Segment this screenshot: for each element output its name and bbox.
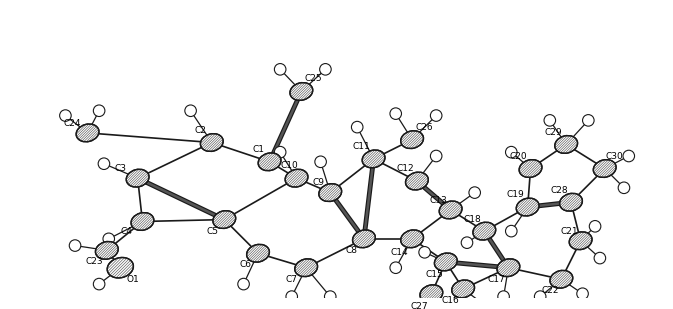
Text: C24: C24 bbox=[63, 119, 81, 128]
Ellipse shape bbox=[213, 211, 236, 228]
Text: C9: C9 bbox=[313, 179, 324, 188]
Ellipse shape bbox=[286, 291, 297, 303]
Ellipse shape bbox=[534, 291, 546, 303]
Ellipse shape bbox=[324, 291, 336, 303]
Text: C7: C7 bbox=[286, 275, 297, 284]
Ellipse shape bbox=[69, 240, 81, 251]
Ellipse shape bbox=[550, 270, 573, 288]
Ellipse shape bbox=[76, 124, 99, 142]
Ellipse shape bbox=[498, 291, 509, 303]
Text: C27: C27 bbox=[410, 302, 427, 309]
Text: C14: C14 bbox=[391, 248, 409, 257]
Ellipse shape bbox=[445, 307, 456, 309]
Text: C28: C28 bbox=[551, 186, 568, 195]
Text: C5: C5 bbox=[207, 226, 219, 236]
Ellipse shape bbox=[94, 105, 105, 116]
Ellipse shape bbox=[473, 222, 496, 240]
Ellipse shape bbox=[98, 158, 110, 170]
Text: C8: C8 bbox=[345, 246, 357, 255]
Ellipse shape bbox=[290, 83, 313, 100]
Ellipse shape bbox=[127, 169, 149, 187]
Ellipse shape bbox=[185, 105, 197, 116]
Ellipse shape bbox=[434, 253, 457, 271]
Ellipse shape bbox=[275, 146, 286, 158]
Ellipse shape bbox=[351, 121, 363, 133]
Ellipse shape bbox=[60, 110, 71, 121]
Ellipse shape bbox=[409, 307, 421, 309]
Text: C29: C29 bbox=[545, 129, 563, 138]
Ellipse shape bbox=[94, 278, 105, 290]
Ellipse shape bbox=[583, 115, 594, 126]
Ellipse shape bbox=[594, 252, 606, 264]
Text: C12: C12 bbox=[396, 164, 414, 173]
Ellipse shape bbox=[258, 153, 281, 171]
Text: C21: C21 bbox=[560, 226, 578, 236]
Text: C18: C18 bbox=[464, 215, 482, 224]
Ellipse shape bbox=[431, 150, 442, 162]
Ellipse shape bbox=[505, 146, 517, 158]
Text: C26: C26 bbox=[416, 123, 433, 132]
Text: C6: C6 bbox=[240, 260, 252, 269]
Ellipse shape bbox=[285, 169, 308, 187]
Ellipse shape bbox=[516, 198, 539, 216]
Ellipse shape bbox=[362, 150, 385, 168]
Text: O1: O1 bbox=[127, 275, 139, 284]
Ellipse shape bbox=[560, 193, 582, 211]
Ellipse shape bbox=[315, 156, 326, 167]
Text: C15: C15 bbox=[425, 270, 443, 279]
Ellipse shape bbox=[353, 230, 376, 248]
Ellipse shape bbox=[295, 259, 318, 277]
Ellipse shape bbox=[481, 300, 492, 309]
Ellipse shape bbox=[201, 133, 223, 151]
Ellipse shape bbox=[96, 242, 118, 259]
Text: C23: C23 bbox=[85, 257, 103, 266]
Ellipse shape bbox=[618, 182, 630, 193]
Ellipse shape bbox=[594, 160, 616, 177]
Ellipse shape bbox=[400, 230, 423, 248]
Ellipse shape bbox=[469, 187, 481, 198]
Text: C30: C30 bbox=[606, 151, 623, 160]
Ellipse shape bbox=[246, 244, 269, 262]
Ellipse shape bbox=[419, 247, 431, 258]
Ellipse shape bbox=[590, 221, 601, 232]
Text: C10: C10 bbox=[281, 161, 299, 170]
Ellipse shape bbox=[577, 288, 588, 299]
Ellipse shape bbox=[505, 225, 517, 237]
Ellipse shape bbox=[461, 237, 472, 248]
Ellipse shape bbox=[320, 64, 331, 75]
Ellipse shape bbox=[555, 136, 577, 153]
Ellipse shape bbox=[275, 64, 286, 75]
Ellipse shape bbox=[544, 115, 556, 126]
Ellipse shape bbox=[390, 108, 402, 119]
Text: C13: C13 bbox=[429, 196, 447, 205]
Ellipse shape bbox=[406, 172, 428, 190]
Text: C25: C25 bbox=[304, 74, 322, 83]
Text: C11: C11 bbox=[352, 142, 370, 151]
Ellipse shape bbox=[420, 285, 443, 303]
Ellipse shape bbox=[497, 259, 520, 277]
Text: C1: C1 bbox=[252, 145, 264, 154]
Ellipse shape bbox=[390, 262, 402, 273]
Ellipse shape bbox=[452, 280, 474, 298]
Ellipse shape bbox=[238, 278, 250, 290]
Ellipse shape bbox=[107, 257, 133, 278]
Ellipse shape bbox=[103, 233, 114, 245]
Ellipse shape bbox=[431, 110, 442, 121]
Text: C19: C19 bbox=[506, 190, 524, 199]
Ellipse shape bbox=[569, 232, 592, 250]
Ellipse shape bbox=[400, 131, 423, 149]
Ellipse shape bbox=[623, 150, 635, 162]
Ellipse shape bbox=[131, 213, 154, 231]
Text: C22: C22 bbox=[541, 286, 559, 295]
Ellipse shape bbox=[438, 303, 450, 309]
Text: C4: C4 bbox=[120, 226, 132, 236]
Ellipse shape bbox=[439, 201, 462, 219]
Text: C17: C17 bbox=[487, 275, 505, 284]
Text: C3: C3 bbox=[114, 164, 127, 173]
Text: C16: C16 bbox=[441, 296, 460, 305]
Ellipse shape bbox=[319, 184, 342, 201]
Text: C2: C2 bbox=[194, 125, 206, 134]
Ellipse shape bbox=[519, 160, 542, 177]
Text: C20: C20 bbox=[509, 151, 527, 160]
